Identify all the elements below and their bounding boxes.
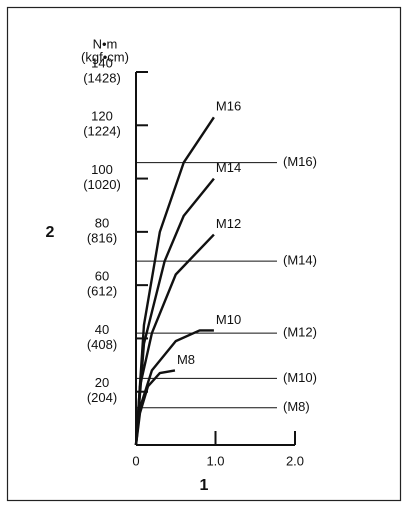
limit-label: (M14) — [283, 253, 317, 268]
y-tick-alt-label: (1428) — [83, 70, 121, 85]
torque-curve — [134, 233, 215, 446]
curve-label: M8 — [177, 352, 195, 367]
y-tick-alt-label: (408) — [87, 337, 117, 352]
y-tick-alt-label: (204) — [87, 390, 117, 405]
y-tick-label: 120 — [91, 109, 113, 124]
limit-label: (M8) — [283, 399, 310, 414]
y-axis-title: 2 — [46, 224, 55, 241]
y-tick-alt-label: (816) — [87, 230, 117, 245]
curve-label: M10 — [216, 312, 241, 327]
curve-label: M16 — [216, 99, 241, 114]
y-tick-label: 20 — [95, 375, 109, 390]
y-tick-alt-label: (1020) — [83, 177, 121, 192]
torque-curve — [134, 177, 215, 446]
limit-label: (M12) — [283, 325, 317, 340]
limit-label: (M16) — [283, 154, 317, 169]
y-tick-alt-label: (612) — [87, 284, 117, 299]
y-tick-label: 140 — [91, 55, 113, 70]
torque-curve — [134, 116, 215, 446]
y-unit-alt: (kgf•cm) — [81, 49, 129, 64]
y-tick-label: 80 — [95, 215, 109, 230]
x-tick-label: 0 — [132, 453, 139, 468]
y-tick-label: 60 — [95, 269, 109, 284]
torque-curve — [134, 369, 176, 446]
curve-label: M14 — [216, 160, 241, 175]
x-tick-label: 2.0 — [286, 453, 304, 468]
y-tick-label: 40 — [95, 322, 109, 337]
x-axis-title: 1 — [200, 477, 209, 494]
x-tick-label: 1.0 — [206, 453, 224, 468]
y-unit: N•m — [93, 36, 118, 51]
y-tick-alt-label: (1224) — [83, 124, 121, 139]
y-tick-label: 100 — [91, 162, 113, 177]
frame — [6, 6, 402, 502]
curve-label: M12 — [216, 216, 241, 231]
limit-label: (M10) — [283, 370, 317, 385]
